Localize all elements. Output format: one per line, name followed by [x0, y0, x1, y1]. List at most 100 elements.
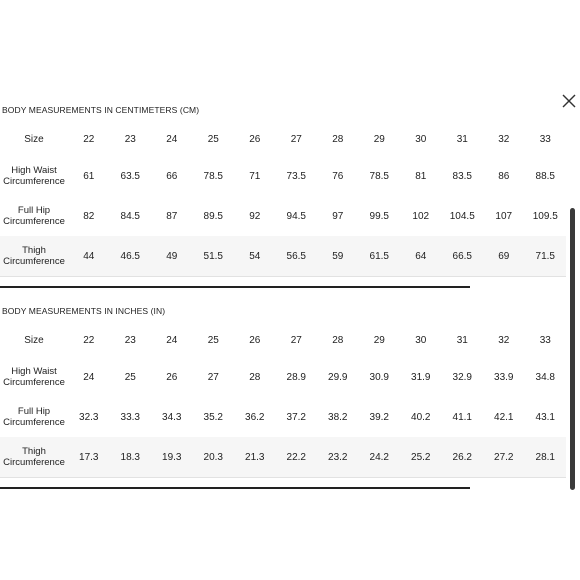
measurement-value: 66.5	[452, 250, 472, 262]
measurement-value: 22.2	[286, 451, 306, 463]
measurement-value: 49	[166, 250, 178, 262]
measurement-label-line2: Circumference	[3, 176, 65, 187]
measurement-label-line2: Circumference	[3, 417, 65, 428]
measurement-value: 78.5	[203, 170, 223, 182]
measurement-label-line1: Full Hip	[17, 406, 51, 417]
size-column-header: 33	[539, 133, 551, 145]
measurement-value: 81	[415, 170, 427, 182]
cm-table-bottom-border	[0, 276, 566, 277]
measurement-value: 54	[249, 250, 261, 262]
measurement-value: 26.2	[452, 451, 472, 463]
cm-section-title: BODY MEASUREMENTS IN CENTIMETERS (CM)	[2, 105, 200, 115]
measurement-value: 102	[412, 210, 430, 222]
measurement-value: 18.3	[120, 451, 140, 463]
size-column-header: 24	[166, 133, 178, 145]
size-column-header: 24	[166, 334, 178, 346]
measurement-label-line1: Thigh	[22, 446, 46, 457]
measurement-value: 99.5	[369, 210, 389, 222]
size-column-header: 26	[249, 334, 261, 346]
measurement-label: Thigh Circumference	[0, 437, 68, 477]
size-column-header: 28	[332, 334, 344, 346]
size-column-header: 32	[498, 334, 510, 346]
measurement-value: 32.9	[452, 371, 472, 383]
size-column-header: 31	[456, 133, 468, 145]
measurement-value: 64	[415, 250, 427, 262]
measurement-row: High Waist Circumference 61 63.5 66 78.5 71 73.…	[0, 156, 566, 196]
measurement-row: Thigh Circumference 44 46.5 49 51.5 54 56.5 59 61…	[0, 236, 566, 276]
size-column-header: 22	[83, 133, 95, 145]
measurement-value: 78.5	[369, 170, 389, 182]
measurement-value: 46.5	[120, 250, 140, 262]
size-column-header: 30	[415, 334, 427, 346]
measurement-value: 83.5	[452, 170, 472, 182]
measurement-row: Full Hip Circumference 32.3 33.3 34.3 35.2 36.…	[0, 397, 566, 437]
measurement-row: Full Hip Circumference 82 84.5 87 89.5 92 94.5 9…	[0, 196, 566, 236]
size-header-label: Size	[24, 334, 44, 346]
size-column-header: 25	[207, 334, 219, 346]
measurement-value: 28	[249, 371, 261, 383]
size-column-header: 25	[207, 133, 219, 145]
measurement-value: 84.5	[120, 210, 140, 222]
size-column-header: 33	[539, 334, 551, 346]
measurement-value: 36.2	[245, 411, 265, 423]
close-button[interactable]	[560, 92, 578, 110]
measurement-value: 29.9	[328, 371, 348, 383]
measurement-value: 97	[332, 210, 344, 222]
measurement-value: 66	[166, 170, 178, 182]
size-column-header: 29	[373, 334, 385, 346]
measurement-value: 19.3	[162, 451, 182, 463]
in-header-row: Size 22 23 24 25 26 27 28 29 30 31 32 33	[0, 323, 566, 357]
size-column-header: 28	[332, 133, 344, 145]
measurement-label-line2: Circumference	[3, 216, 65, 227]
measurement-value: 20.3	[203, 451, 223, 463]
measurement-value: 33.9	[494, 371, 514, 383]
measurement-value: 37.2	[286, 411, 306, 423]
measurement-value: 82	[83, 210, 95, 222]
size-column-header: 26	[249, 133, 261, 145]
size-column-header: 22	[83, 334, 95, 346]
measurement-value: 43.1	[535, 411, 555, 423]
size-column-header: 27	[290, 133, 302, 145]
close-icon[interactable]	[560, 92, 578, 110]
measurement-label: Full Hip Circumference	[0, 397, 68, 437]
measurement-value: 92	[249, 210, 261, 222]
measurement-value: 17.3	[79, 451, 99, 463]
measurement-value: 69	[498, 250, 510, 262]
measurement-label-line2: Circumference	[3, 377, 65, 388]
measurement-value: 59	[332, 250, 344, 262]
measurement-value: 61.5	[369, 250, 389, 262]
in-size-table: Size 22 23 24 25 26 27 28 29 30 31 32 33 High Waist C…	[0, 323, 566, 477]
measurement-label: Thigh Circumference	[0, 236, 68, 276]
measurement-value: 34.8	[535, 371, 555, 383]
measurement-value: 24.2	[369, 451, 389, 463]
measurement-label: High Waist Circumference	[0, 156, 68, 196]
measurement-value: 38.2	[328, 411, 348, 423]
measurement-value: 30.9	[369, 371, 389, 383]
scrollbar-thumb[interactable]	[570, 208, 575, 490]
size-column-header: 31	[456, 334, 468, 346]
measurement-value: 28.1	[535, 451, 555, 463]
measurement-row: Thigh Circumference 17.3 18.3 19.3 20.3 21.3 22…	[0, 437, 566, 477]
measurement-value: 40.2	[411, 411, 431, 423]
size-header-label: Size	[24, 133, 44, 145]
measurement-label: High Waist Circumference	[0, 357, 68, 397]
measurement-value: 51.5	[203, 250, 223, 262]
measurement-value: 89.5	[203, 210, 223, 222]
measurement-value: 32.3	[79, 411, 99, 423]
measurement-value: 88.5	[535, 170, 555, 182]
in-table-bottom-border	[0, 477, 566, 478]
measurement-value: 24	[83, 371, 95, 383]
size-column-header: 30	[415, 133, 427, 145]
measurement-label-line1: Full Hip	[17, 205, 51, 216]
measurement-value: 71	[249, 170, 261, 182]
measurement-label-line1: High Waist	[11, 165, 57, 176]
measurement-label-line2: Circumference	[3, 256, 65, 267]
measurement-value: 42.1	[494, 411, 514, 423]
measurement-value: 76	[332, 170, 344, 182]
cm-size-table: Size 22 23 24 25 26 27 28 29 30 31 32 33 High Waist C…	[0, 122, 566, 276]
in-section-divider	[0, 487, 470, 489]
in-section-title: BODY MEASUREMENTS IN INCHES (IN)	[2, 306, 166, 316]
measurement-value: 33.3	[120, 411, 140, 423]
measurement-value: 23.2	[328, 451, 348, 463]
cm-header-row: Size 22 23 24 25 26 27 28 29 30 31 32 33	[0, 122, 566, 156]
